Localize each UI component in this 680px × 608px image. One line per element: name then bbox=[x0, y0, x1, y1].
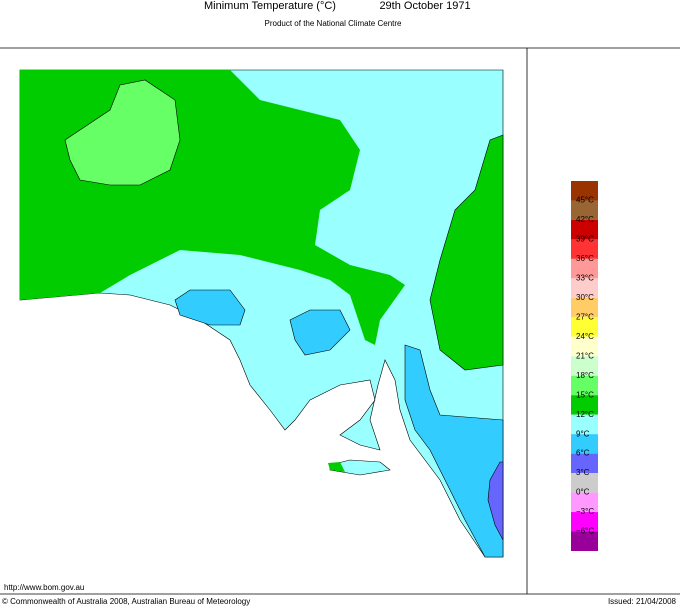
subtitle: Product of the National Climate Centre bbox=[265, 19, 403, 28]
map-regions bbox=[19, 69, 504, 558]
land-15-18 bbox=[64, 79, 181, 186]
legend-swatch bbox=[571, 414, 598, 435]
legend-label: 9°C bbox=[576, 429, 590, 438]
legend-label: 15°C bbox=[576, 390, 594, 399]
legend-swatch bbox=[571, 258, 598, 279]
legend-swatch bbox=[571, 512, 598, 532]
land-12-15-east bbox=[429, 134, 504, 371]
legend-swatch bbox=[571, 375, 598, 396]
legend-label: 3°C bbox=[576, 468, 590, 477]
legend-swatch bbox=[571, 336, 598, 357]
legend-swatch bbox=[571, 453, 598, 474]
legend-swatch bbox=[571, 297, 598, 318]
legend-label: 30°C bbox=[576, 293, 594, 302]
legend-label: 24°C bbox=[576, 332, 594, 341]
date: 29th October 1971 bbox=[379, 0, 470, 12]
legend-label: 27°C bbox=[576, 312, 594, 321]
legend-label: −3°C bbox=[576, 507, 594, 516]
legend-label: 45°C bbox=[576, 196, 594, 205]
legend-swatch bbox=[571, 356, 598, 376]
land-6-9-west bbox=[174, 289, 246, 326]
land-6-9-centre bbox=[289, 309, 351, 356]
legend-swatch bbox=[571, 395, 598, 415]
legend-swatch bbox=[571, 181, 598, 201]
legend-swatch bbox=[571, 492, 598, 513]
legend-swatch bbox=[571, 531, 598, 551]
copyright: © Commonwealth of Australia 2008, Austra… bbox=[2, 597, 250, 606]
legend-label: 33°C bbox=[576, 273, 594, 282]
legend-swatch bbox=[571, 278, 598, 298]
legend-label: 21°C bbox=[576, 351, 594, 360]
issued: Issued: 21/04/2008 bbox=[608, 597, 677, 606]
legend-label: 42°C bbox=[576, 215, 594, 224]
legend-label: −6°C bbox=[576, 527, 594, 536]
land-6-9-southeast bbox=[404, 344, 504, 558]
legend-label: 39°C bbox=[576, 235, 594, 244]
legend-label: 0°C bbox=[576, 488, 590, 497]
legend-swatch bbox=[571, 317, 598, 337]
legend: 45°C 42°C 39°C 36°C 33°C 30°C 27°C 24°C 21°C 18°C… bbox=[571, 181, 598, 551]
legend-swatch bbox=[571, 473, 598, 493]
ki-green bbox=[328, 462, 345, 472]
legend-swatch bbox=[571, 239, 598, 259]
land-3-6 bbox=[487, 461, 504, 541]
legend-label: 18°C bbox=[576, 371, 594, 380]
legend-label: 6°C bbox=[576, 449, 590, 458]
legend-label: 36°C bbox=[576, 254, 594, 263]
title: Minimum Temperature (°C) bbox=[204, 0, 336, 12]
url: http://www.bom.gov.au bbox=[4, 583, 84, 592]
legend-swatch bbox=[571, 219, 598, 240]
legend-swatch bbox=[571, 200, 598, 220]
legend-label: 12°C bbox=[576, 410, 594, 419]
legend-swatch bbox=[571, 434, 598, 454]
